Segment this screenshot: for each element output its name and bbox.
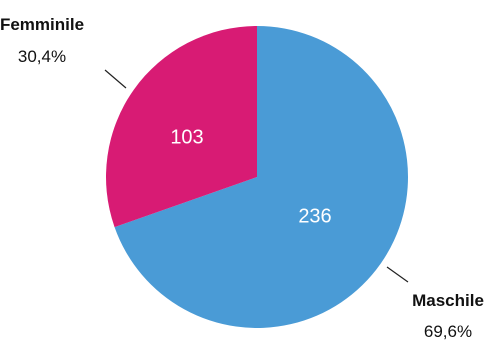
slice-external-labels: Femminile 30,4% Maschile 69,6%: [0, 15, 484, 341]
pie-slice-maschile: [114, 26, 409, 328]
slice-value-label-femminile: 103: [170, 126, 203, 148]
slice-percent-label-femminile: 30,4%: [18, 47, 66, 66]
slice-value-label-maschile: 236: [298, 205, 331, 227]
leader-line-maschile: [386, 266, 409, 283]
pie-slices: [106, 26, 409, 328]
slice-name-label-maschile: Maschile: [412, 291, 484, 310]
slice-value-labels: 236 103: [170, 126, 331, 227]
leader-line-femminile: [104, 69, 127, 89]
leader-lines: [104, 69, 409, 283]
slice-name-label-femminile: Femminile: [0, 15, 84, 34]
slice-percent-label-maschile: 69,6%: [424, 322, 472, 341]
pie-slice-femminile: [106, 26, 257, 228]
